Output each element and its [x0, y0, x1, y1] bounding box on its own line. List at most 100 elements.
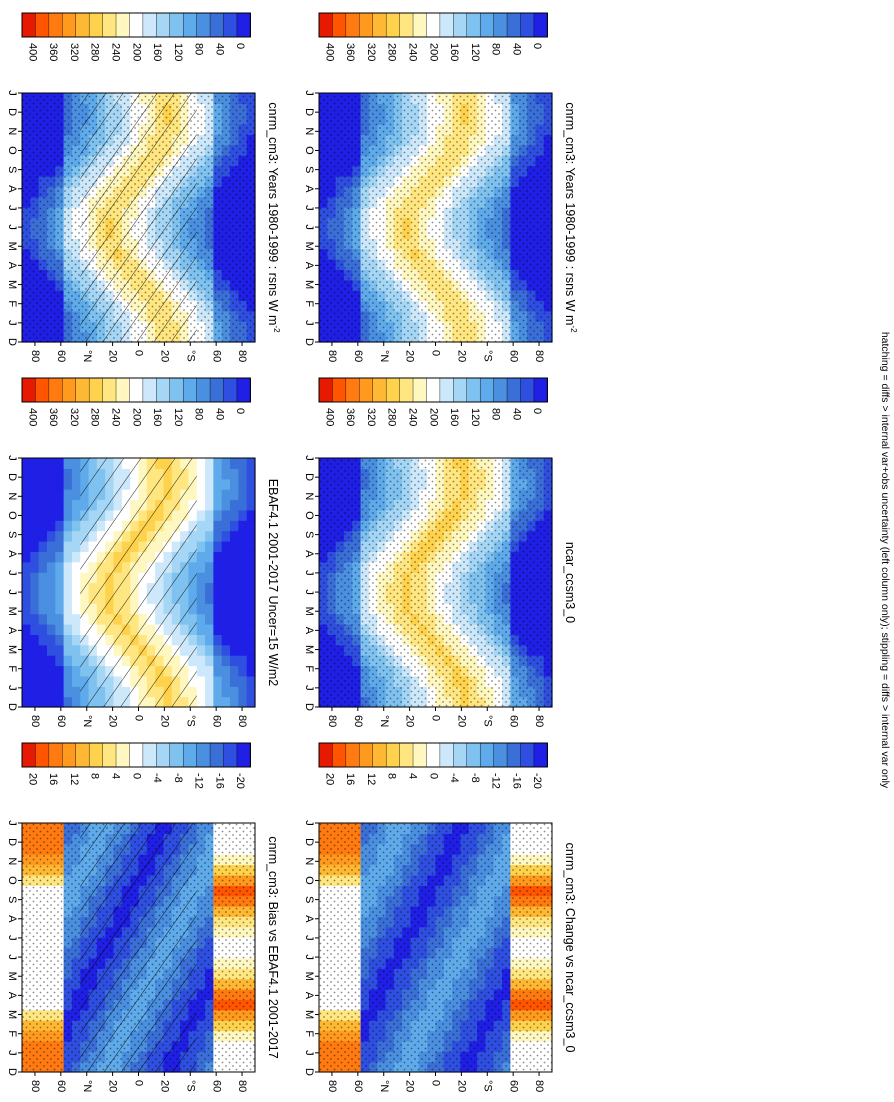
colorbar-swatch [506, 742, 522, 768]
heat-cell [246, 624, 256, 635]
month-tick-label: O [303, 876, 315, 885]
lat-tick-label: °N [378, 715, 390, 727]
colorbar-swatch [48, 12, 63, 38]
heat-cell [196, 603, 206, 615]
colorbar-swatch [412, 742, 428, 768]
colorbar-label: -12 [490, 773, 502, 789]
heat-cell [22, 572, 31, 584]
month-tick-label: N [303, 492, 315, 500]
colorbar-label: 120 [172, 43, 184, 61]
heat-cell [30, 478, 40, 490]
heat-cell [30, 572, 40, 584]
month-tick-label: J [6, 1050, 18, 1056]
heat-cell [205, 468, 214, 480]
heat-cell [22, 603, 31, 615]
heat-cell [38, 520, 48, 532]
heat-cell [246, 655, 256, 667]
month-tick-label: A [303, 627, 315, 635]
heat-cell [63, 592, 73, 604]
lat-tick-label: 80 [533, 1080, 545, 1092]
heat-cell [46, 613, 56, 625]
heat-cell [205, 624, 214, 635]
heat-cell [238, 509, 248, 521]
heat-cell [38, 561, 48, 573]
month-tick-label: F [303, 665, 315, 672]
colorbar-swatch [332, 12, 347, 38]
colorbar-swatch [439, 742, 454, 768]
heat-cell [196, 582, 206, 594]
heat-cell [196, 541, 206, 552]
lat-tick-label: 80 [29, 1080, 41, 1092]
heat-cell [238, 551, 248, 563]
heat-cell [221, 675, 231, 687]
month-tick-label: M [6, 1010, 18, 1019]
lat-tick-label: °S [481, 715, 493, 727]
heat-cell [213, 572, 223, 584]
heat-cell [55, 551, 65, 563]
colorbar-swatch [426, 12, 441, 38]
month-tick-label: D [6, 338, 18, 346]
heat-cell [55, 489, 65, 501]
lat-tick-label: 60 [507, 715, 519, 727]
colorbar-label: 120 [172, 408, 184, 426]
heat-cell [213, 520, 223, 532]
heat-cell [30, 686, 40, 698]
heat-cell [205, 675, 214, 687]
colorbar-swatch [48, 742, 63, 768]
stipple-overlay-p2 [319, 93, 552, 342]
month-tick-label: J [303, 205, 315, 211]
stipple-overlay-p6 [319, 823, 552, 1072]
colorbar-swatch [142, 742, 157, 768]
colorbar-label: 200 [427, 408, 439, 426]
heat-cell [196, 675, 206, 687]
heat-cell [230, 624, 239, 635]
colorbar-swatch [75, 12, 90, 38]
heat-cell [22, 613, 31, 625]
panel-title-sup-p1: -2 [272, 325, 281, 333]
colorbar-swatch [359, 377, 374, 403]
heat-cell [196, 665, 206, 677]
heat-cell [196, 572, 206, 584]
heat-cell [230, 603, 239, 615]
heat-cell [205, 644, 214, 656]
heat-cell [63, 655, 73, 667]
heat-cell [230, 686, 239, 698]
panel-title-p3: EBAF4.1 2001-2017 Uncer=15 W/m2 [266, 479, 280, 686]
colorbar-p2: 400 360 320 280 240 200 160 120 80 40 0 [318, 12, 548, 61]
colorbar-swatch [182, 742, 198, 768]
panel-p2: cnrm_cm3: Years 1980-1999 : rsns W m-2 80… [303, 12, 578, 362]
heat-cell [246, 572, 256, 584]
colorbar-label: 40 [510, 408, 522, 420]
month-tick-label: S [303, 896, 315, 903]
heat-cell [22, 644, 31, 656]
panel-p1: cnrm_cm3: Years 1980-1999 : rsns W m-2 80… [6, 12, 281, 362]
heat-cell [38, 468, 48, 480]
heat-cell [246, 613, 256, 625]
colorbar-swatch [209, 12, 225, 38]
colorbar-swatch [236, 742, 251, 768]
heat-cell [55, 530, 65, 542]
lat-tick-label: °S [184, 1080, 196, 1092]
heat-cell [196, 592, 206, 604]
month-tick-label: A [303, 915, 315, 923]
month-tick-label: J [6, 820, 18, 826]
heat-cell [205, 603, 214, 615]
lat-tick-label: 60 [352, 350, 364, 362]
colorbar-label: 80 [490, 43, 502, 55]
colorbar-swatch [196, 12, 211, 38]
month-tick-label: D [6, 473, 18, 481]
heat-cell [238, 655, 248, 667]
colorbar-label: 160 [151, 43, 163, 61]
colorbar-swatch [115, 742, 131, 768]
colorbar-swatch [399, 742, 414, 768]
colorbar-label: 200 [427, 43, 439, 61]
colorbar-swatch [385, 12, 401, 38]
heat-cell [238, 634, 248, 646]
month-tick-label: J [303, 224, 315, 230]
lat-tick-label: 60 [55, 350, 67, 362]
colorbar-swatch [372, 742, 387, 768]
colorbar-label: 8 [386, 773, 398, 779]
heat-cell [246, 686, 256, 698]
heat-cell [38, 644, 48, 656]
